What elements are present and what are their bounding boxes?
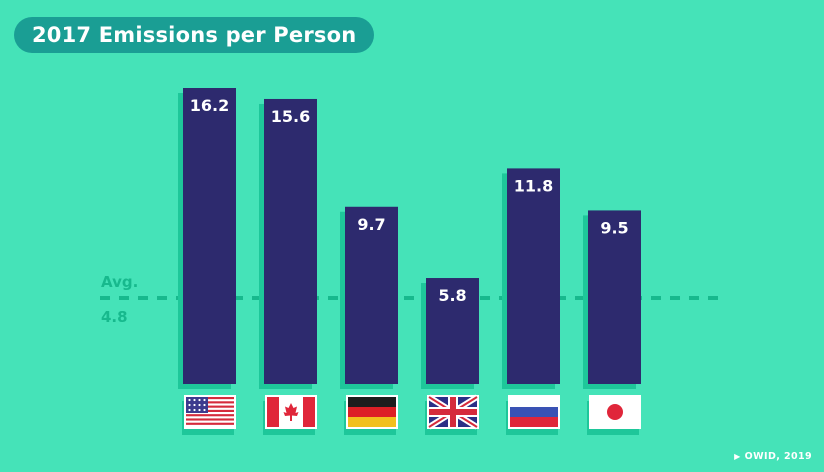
bar bbox=[588, 210, 641, 384]
bar-value-label: 9.7 bbox=[357, 215, 385, 234]
usa-flag-icon bbox=[182, 395, 236, 435]
bar-value-label: 9.5 bbox=[600, 218, 628, 237]
bar bbox=[345, 206, 398, 384]
bar bbox=[507, 168, 560, 384]
bar-value-label: 15.6 bbox=[271, 107, 310, 126]
bar bbox=[183, 88, 236, 384]
average-value: 4.8 bbox=[101, 308, 128, 326]
source-credit: ▶ OWID, 2019 bbox=[734, 451, 812, 462]
bar-value-label: 16.2 bbox=[190, 96, 229, 115]
chart-title: 2017 Emissions per Person bbox=[32, 23, 357, 47]
bar bbox=[264, 98, 317, 385]
chart-title-pill: 2017 Emissions per Person bbox=[14, 17, 375, 53]
germany-flag-icon bbox=[344, 395, 398, 435]
bar bbox=[426, 278, 479, 384]
russia-flag-icon bbox=[506, 395, 560, 435]
japan-flag-icon bbox=[587, 395, 641, 435]
bar-value-label: 11.8 bbox=[514, 176, 553, 195]
uk-flag-icon bbox=[425, 394, 479, 435]
play-icon: ▶ bbox=[734, 452, 741, 461]
bar-value-label: 5.8 bbox=[438, 286, 466, 305]
canada-flag-icon bbox=[263, 395, 317, 435]
credit-text: OWID, 2019 bbox=[744, 451, 812, 462]
average-label: Avg. bbox=[101, 273, 138, 291]
